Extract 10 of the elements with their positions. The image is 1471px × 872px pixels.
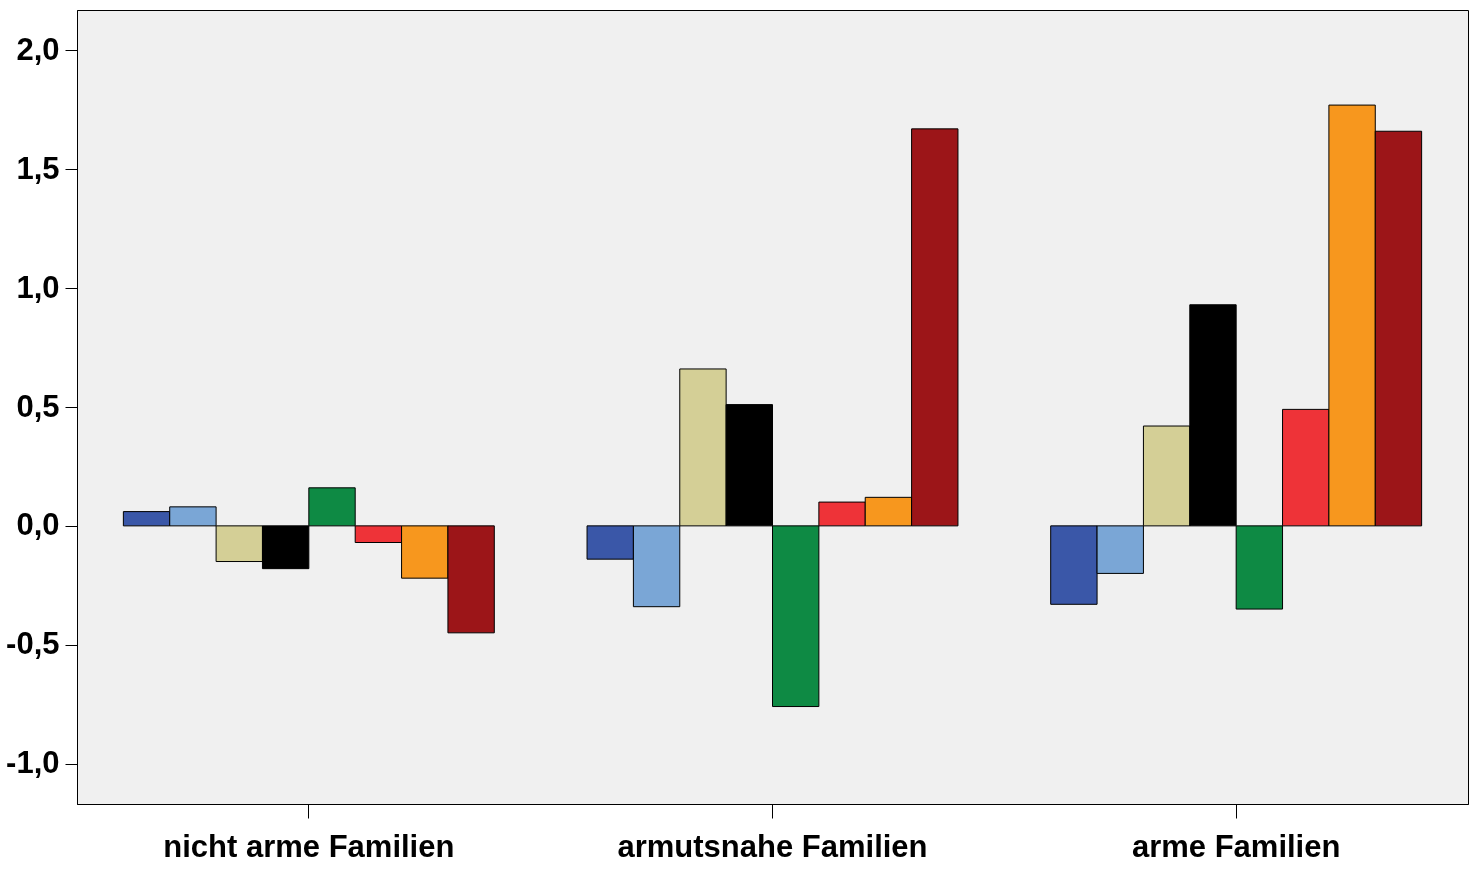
x-tick-label: arme Familien bbox=[1131, 828, 1341, 864]
y-tick-label: 0,0 bbox=[16, 507, 60, 543]
x-tick-label: nicht arme Familien bbox=[163, 828, 455, 864]
y-tick-label: -0,5 bbox=[6, 626, 60, 662]
y-tick-label: 1,0 bbox=[16, 269, 60, 305]
y-tick-label: -1,0 bbox=[6, 745, 60, 781]
y-tick-label: 1,5 bbox=[16, 150, 60, 186]
y-tick-label: 2,0 bbox=[16, 31, 60, 67]
x-tick-label: armutsnahe Familien bbox=[617, 828, 928, 864]
y-tick-label: 0,5 bbox=[16, 388, 60, 424]
